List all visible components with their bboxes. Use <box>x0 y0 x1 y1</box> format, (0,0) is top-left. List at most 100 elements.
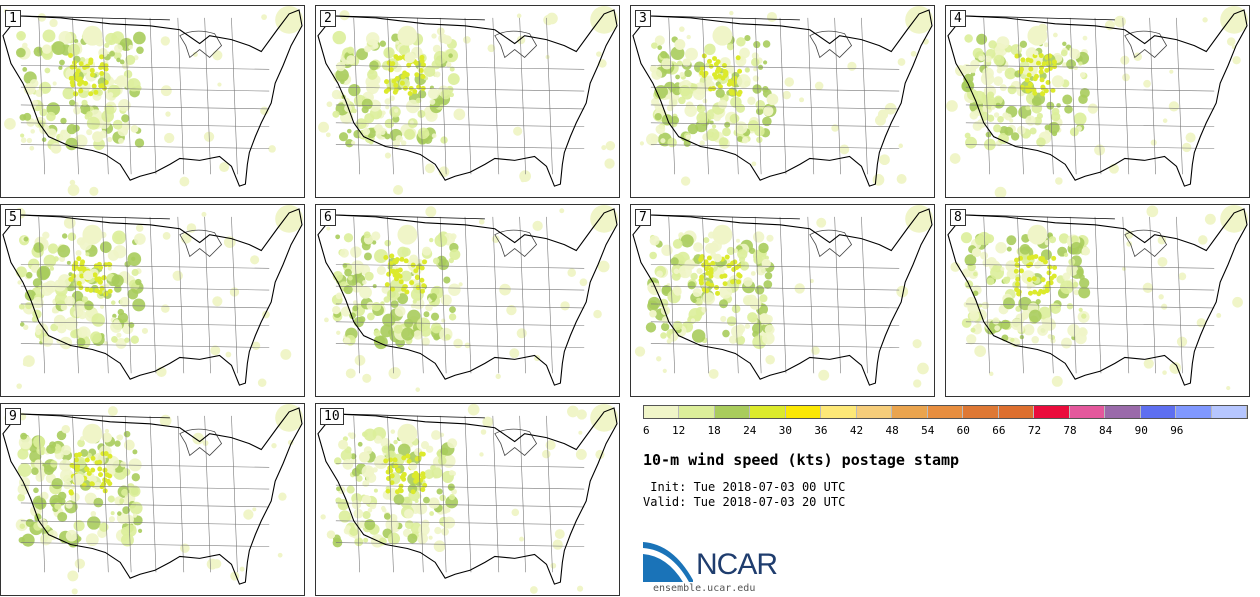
wind-speed-spot <box>278 492 287 501</box>
wind-speed-spot <box>441 454 456 468</box>
wind-speed-spot <box>118 137 124 144</box>
wind-speed-spot <box>25 302 33 310</box>
wind-speed-spot <box>1062 272 1071 281</box>
wind-speed-spot <box>726 316 737 327</box>
wind-speed-spot <box>78 285 84 291</box>
wind-speed-spot <box>412 89 418 94</box>
wind-speed-spot <box>441 527 449 536</box>
wind-speed-spot <box>660 51 668 59</box>
member-label: 10 <box>320 408 344 425</box>
wind-speed-spot <box>128 458 142 472</box>
wind-speed-spot <box>107 406 118 417</box>
wind-speed-spot <box>121 114 130 123</box>
conus-map <box>947 205 1249 391</box>
wind-speed-spot <box>105 478 111 484</box>
border-line <box>648 15 800 21</box>
wind-speed-spot <box>23 236 29 242</box>
wind-speed-spot <box>1005 260 1018 272</box>
wind-speed-spot <box>1036 112 1043 120</box>
state-boundary <box>464 216 472 374</box>
wind-speed-spot <box>762 40 771 48</box>
state-boundary <box>965 86 1215 92</box>
wind-speed-spot <box>36 266 50 281</box>
wind-speed-spot <box>17 483 30 495</box>
wind-speed-spot <box>703 70 709 76</box>
wind-speed-spot <box>1220 205 1249 233</box>
wind-speed-spot <box>338 132 349 142</box>
wind-speed-spot <box>421 337 430 346</box>
great-lakes <box>494 229 538 258</box>
wind-speed-spot <box>718 99 728 109</box>
wind-speed-spot <box>665 94 671 100</box>
wind-speed-spot <box>905 205 934 233</box>
wind-speed-spot <box>422 259 427 265</box>
state-boundary <box>492 17 500 175</box>
wind-speed-spot <box>702 292 716 305</box>
wind-speed-spot <box>415 97 422 104</box>
wind-speed-spot <box>744 323 751 329</box>
wind-speed-spot <box>192 432 205 445</box>
wind-speed-spot <box>93 497 104 508</box>
wind-speed-spot <box>809 279 814 283</box>
wind-speed-spot <box>699 65 705 71</box>
wind-speed-spot <box>969 111 979 120</box>
wind-speed-spot <box>17 493 26 502</box>
wind-speed-spot <box>110 320 123 333</box>
state-boundary <box>353 415 361 573</box>
wind-speed-spot <box>433 50 448 65</box>
wind-speed-spot <box>672 239 683 249</box>
wind-speed-spot <box>88 91 94 97</box>
wind-speed-spot <box>338 439 348 450</box>
wind-speed-spot <box>114 44 123 53</box>
state-boundary <box>464 17 472 175</box>
wind-speed-spot <box>98 472 104 478</box>
wind-speed-spot <box>917 362 929 375</box>
wind-speed-spot <box>413 268 419 274</box>
wind-speed-spot <box>61 233 68 239</box>
wind-speed-spot <box>179 176 190 187</box>
wind-speed-spot <box>487 44 496 53</box>
wind-speed-spot <box>726 43 735 51</box>
wind-speed-spot <box>336 486 341 492</box>
colorbar-tick-label: 18 <box>707 424 721 437</box>
wind-speed-spot <box>84 467 90 473</box>
wind-speed-spot <box>706 255 712 261</box>
wind-speed-spot <box>94 276 100 282</box>
wind-speed-spot <box>371 301 382 312</box>
state-boundary <box>335 285 585 291</box>
wind-speed-spot <box>703 237 710 244</box>
state-boundary <box>20 285 270 291</box>
wind-speed-spot <box>387 532 401 545</box>
wind-speed-spot <box>982 94 996 107</box>
wind-speed-spot <box>720 315 727 322</box>
wind-speed-spot <box>986 114 995 122</box>
wind-speed-spot <box>35 472 45 482</box>
colorbar-swatch <box>1176 406 1212 418</box>
wind-speed-spot <box>429 511 435 516</box>
wind-speed-spot <box>601 145 607 151</box>
wind-speed-spot <box>686 34 691 40</box>
wind-speed-spot <box>447 73 460 85</box>
state-boundary <box>650 65 900 70</box>
wind-speed-spot <box>404 520 414 529</box>
wind-speed-spot <box>699 140 705 146</box>
wind-speed-spot <box>348 83 361 97</box>
wind-speed-spot <box>693 242 704 253</box>
wind-speed-spot <box>380 437 391 448</box>
wind-speed-spot <box>392 89 398 95</box>
wind-speed-spot <box>119 296 130 308</box>
wind-speed-spot <box>680 234 694 248</box>
wind-speed-spot <box>85 533 99 547</box>
wind-speed-spot <box>737 273 743 279</box>
wind-speed-spot <box>685 47 698 61</box>
wind-speed-spot <box>371 231 381 241</box>
state-boundary <box>732 216 739 374</box>
state-boundary <box>1069 17 1077 175</box>
wind-speed-spot <box>1010 337 1015 343</box>
wind-speed-spot <box>1027 224 1048 245</box>
wind-speed-spot <box>394 306 406 317</box>
wind-speed-spot <box>122 468 131 477</box>
colorbar-swatch <box>892 406 928 418</box>
wind-speed-spot <box>275 205 304 233</box>
wind-speed-spot <box>420 487 426 493</box>
